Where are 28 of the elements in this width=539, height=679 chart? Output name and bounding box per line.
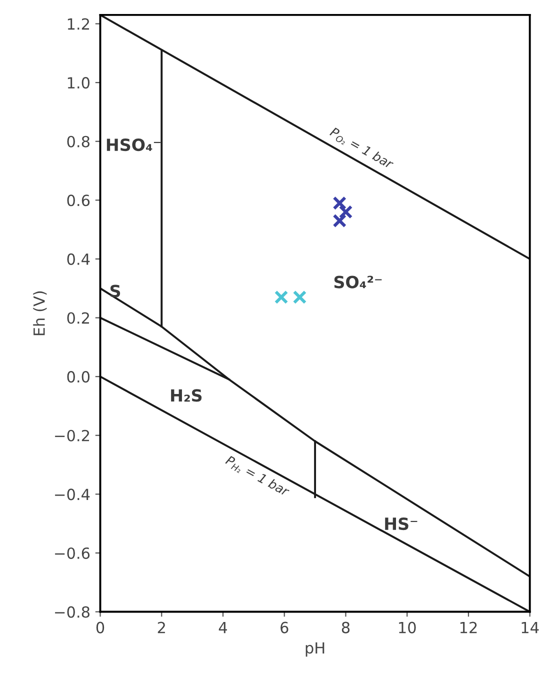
- x-tick-label: 2: [158, 622, 165, 634]
- y-tick-label: 0.2: [67, 312, 89, 324]
- y-tick-label: −0.6: [55, 547, 90, 559]
- y-tick-label: 1.2: [68, 18, 89, 30]
- annotation: P$_{H₂}$ = 1 bar: [224, 454, 291, 498]
- y-axis-title: Eh (V): [33, 291, 47, 336]
- x-tick-label: 0: [96, 622, 104, 634]
- x-tick-label: 10: [399, 622, 416, 634]
- x-tick-label: 8: [342, 622, 350, 634]
- x-tick-label: 14: [522, 622, 539, 634]
- annotation: SO₄²⁻: [334, 276, 382, 288]
- y-tick-label: −0.2: [55, 430, 89, 442]
- y-tick-label: −0.8: [55, 606, 90, 618]
- x-tick-label: 12: [460, 622, 477, 634]
- annotation: S: [110, 284, 120, 298]
- y-tick-label: 0.8: [67, 136, 90, 148]
- annotation: H₂S: [171, 389, 202, 402]
- y-tick-label: 0.6: [67, 194, 90, 206]
- x-tick-label: 6: [280, 622, 288, 634]
- y-tick-label: 1.0: [68, 77, 90, 89]
- y-tick-label: −0.4: [55, 488, 90, 500]
- annotation: P$_{O₂}$ = 1 bar: [328, 126, 395, 172]
- x-tick-label: 4: [218, 622, 227, 634]
- annotation: HSO₄⁻: [106, 138, 161, 152]
- annotation: HS⁻: [385, 517, 418, 530]
- y-tick-label: 0.4: [67, 253, 90, 265]
- x-axis-title: pH: [306, 642, 324, 657]
- y-tick-label: 0.0: [67, 371, 90, 383]
